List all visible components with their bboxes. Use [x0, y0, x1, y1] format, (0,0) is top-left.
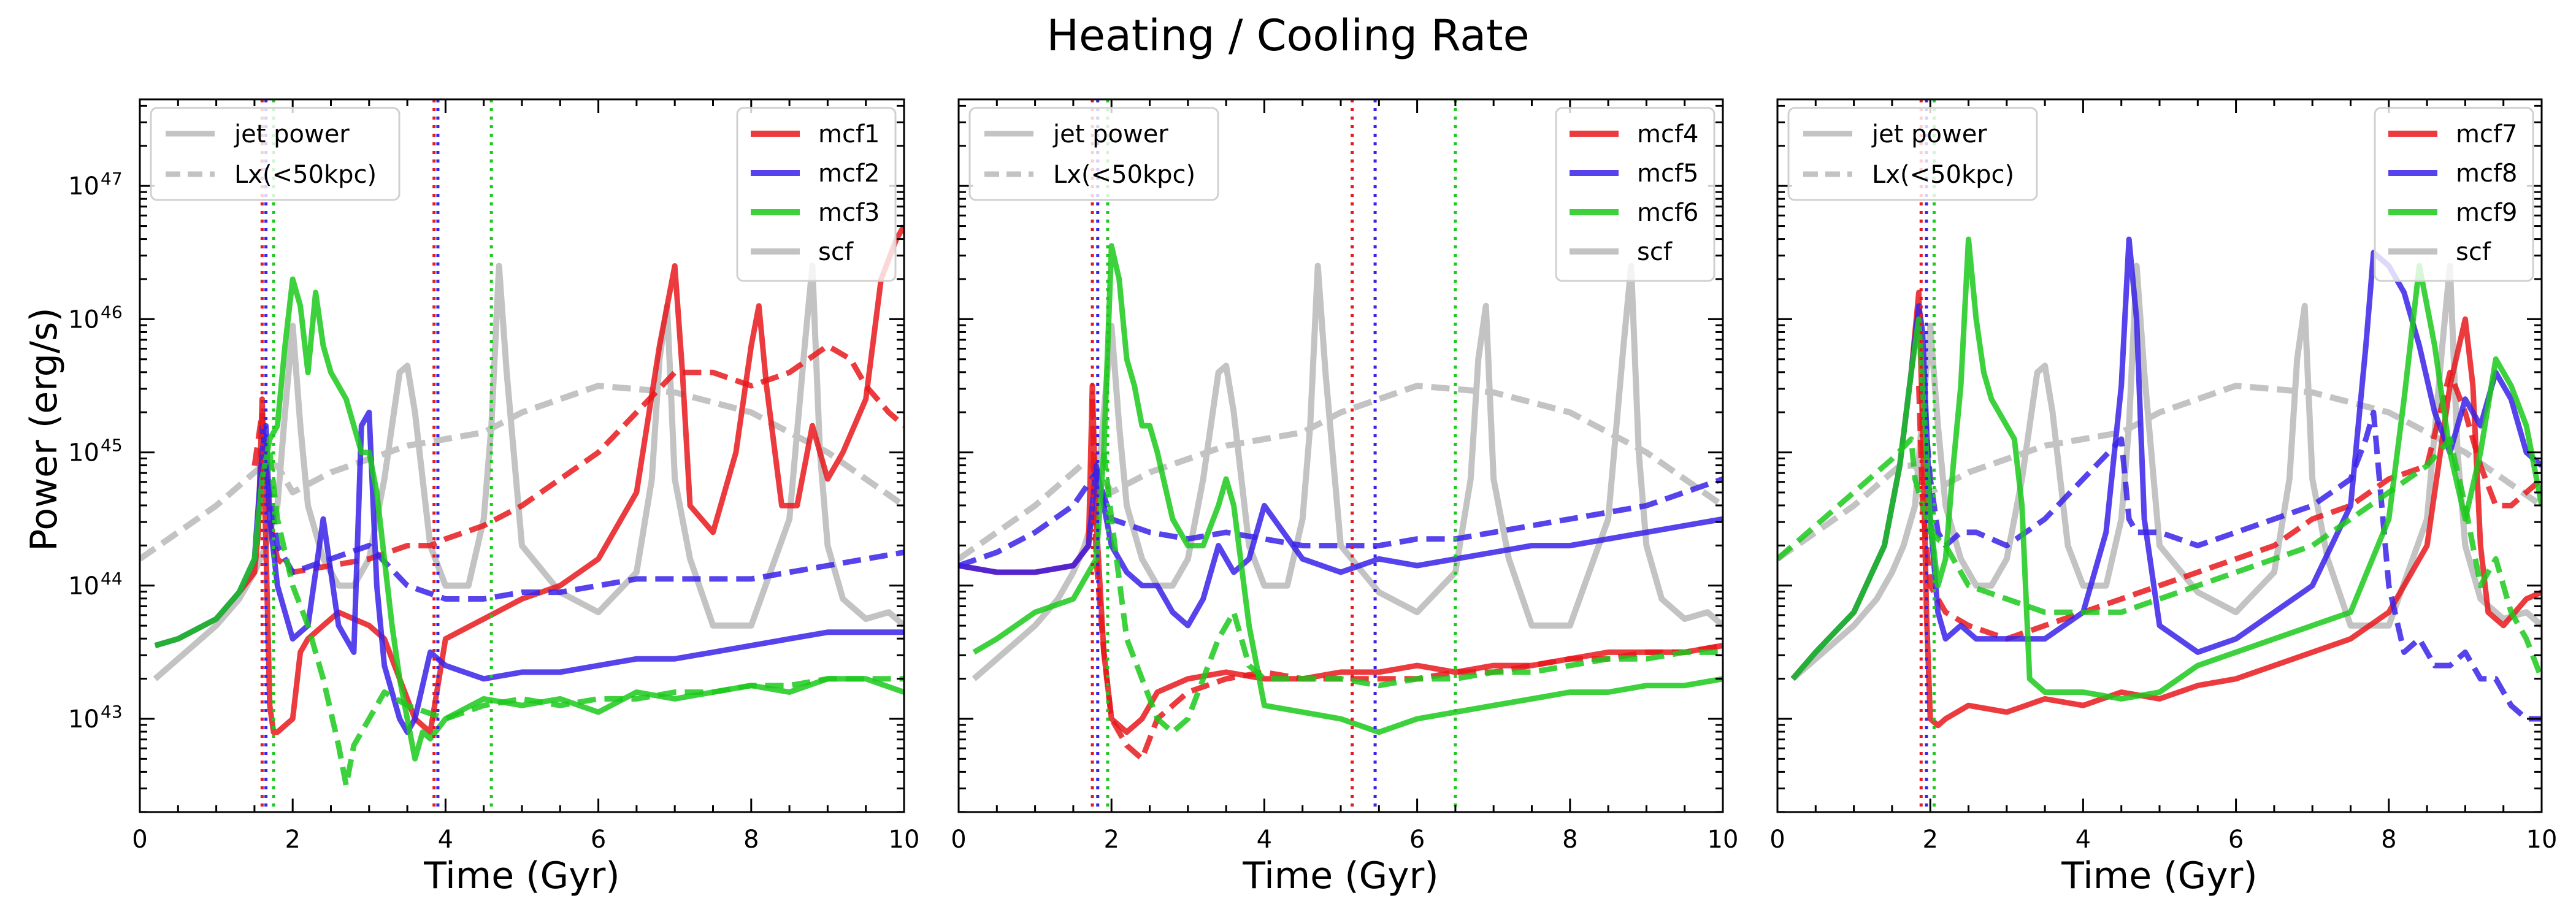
legend-runs: mcf7 mcf8 mcf9 scf: [2374, 107, 2534, 282]
x-tick-label: 0: [1769, 826, 1785, 854]
x-tick-label: 10: [889, 826, 920, 854]
legend-line-styles: jet power Lx(<50kpc): [968, 107, 1219, 201]
x-tick-label: 10: [1708, 826, 1739, 854]
legend-label: jet power: [1871, 120, 1987, 148]
y-tick-label: 10: [68, 439, 99, 467]
x-tick-label: 0: [132, 826, 147, 854]
plot-area: [1777, 99, 2542, 812]
y-tick-label: 10: [68, 305, 99, 334]
legend-line-styles: jet power Lx(<50kpc): [150, 107, 401, 201]
x-tick-label: 4: [1257, 826, 1272, 854]
legend-label: mcf4: [1637, 120, 1699, 148]
series-mcf5-lx: [959, 469, 1723, 569]
legend-label: Lx(<50kpc): [234, 161, 377, 189]
x-tick-label: 8: [743, 826, 759, 854]
y-tick-exponent: 43: [101, 702, 123, 722]
series-scf-lx: [1777, 383, 2542, 562]
plot-area: [959, 99, 1723, 812]
y-tick-exponent: 46: [101, 302, 123, 322]
y-axis: [1777, 104, 2542, 813]
legend-line-styles: jet power Lx(<50kpc): [1787, 107, 2038, 201]
x-tick-label: 8: [2381, 826, 2396, 854]
y-axis: [959, 104, 1723, 813]
series-scf-lx: [140, 383, 904, 562]
y-tick-exponent: 44: [101, 569, 123, 589]
x-axis-label: Time (Gyr): [1242, 854, 1438, 897]
plot-area: [140, 99, 904, 812]
series-mcf7-lx: [1916, 369, 2542, 642]
legend-label: mcf7: [2456, 120, 2518, 148]
legend-runs: mcf1 mcf2 mcf3 scf: [736, 107, 897, 282]
x-tick-label: 4: [2076, 826, 2091, 854]
y-tick-label: 10: [68, 572, 99, 600]
y-tick-exponent: 47: [101, 169, 123, 189]
x-tick-label: 10: [2526, 826, 2558, 854]
series-mcf6-lx: [1101, 452, 1723, 735]
y-tick-exponent: 45: [101, 435, 123, 456]
y-tick-label: 10: [68, 172, 99, 201]
legend-label: mcf3: [818, 199, 880, 227]
x-tick-label: 6: [2228, 826, 2244, 854]
y-tick-label: 10: [68, 705, 99, 734]
legend-label: mcf8: [2456, 159, 2518, 188]
legend-runs: mcf4 mcf5 mcf6 scf: [1555, 107, 1715, 282]
x-tick-label: 4: [438, 826, 453, 854]
series-scf-lx: [959, 383, 1723, 562]
figure-title: Heating / Cooling Rate: [1046, 10, 1529, 61]
legend-label: scf: [1637, 238, 1673, 266]
x-tick-label: 2: [1103, 826, 1119, 854]
x-axis-label: Time (Gyr): [423, 854, 619, 897]
panel-3: Time (Gyr) 0 2 4 6 8 10 jet power Lx(<50kpc) mcf…: [1769, 98, 2557, 897]
series-mcf8-lx: [1920, 385, 2542, 722]
series-mcf9-lx: [1777, 436, 2542, 680]
legend-label: scf: [2456, 238, 2491, 266]
y-axis-label: Power (erg/s): [23, 307, 66, 551]
legend-label: mcf2: [818, 159, 880, 188]
x-tick-label: 2: [285, 826, 300, 854]
legend-label: jet power: [1052, 120, 1168, 148]
series-mcf9-jet-power: [1790, 236, 2542, 702]
series-scf-jet-power: [153, 263, 904, 681]
x-tick-label: 6: [1409, 826, 1425, 854]
x-axis: 0 2 4 6 8 10: [951, 99, 1738, 854]
legend-label: mcf1: [818, 120, 880, 148]
legend-label: jet power: [234, 120, 350, 148]
x-tick-label: 8: [1562, 826, 1577, 854]
legend-label: mcf6: [1637, 199, 1699, 227]
legend-label: mcf5: [1637, 159, 1699, 188]
x-axis: 0 2 4 6 8 10: [1769, 99, 2557, 854]
series-scf-jet-power: [972, 263, 1723, 681]
x-axis-label: Time (Gyr): [2061, 854, 2257, 897]
series-mcf1-jet-power: [154, 224, 904, 735]
legend-label: Lx(<50kpc): [1872, 161, 2014, 189]
x-tick-label: 2: [1922, 826, 1938, 854]
series-mcf3-lx: [267, 452, 904, 789]
series-mcf4-jet-power: [959, 383, 1723, 735]
legend-box: [736, 107, 897, 282]
panel-2: Time (Gyr) 0 2 4 6 8 10 jet power Lx(<50kpc) mcf…: [951, 98, 1738, 897]
legend-box: [1555, 107, 1715, 282]
x-axis: 0 2 4 6 8 10: [132, 99, 919, 854]
legend-label: Lx(<50kpc): [1053, 161, 1195, 189]
x-tick-label: 0: [951, 826, 966, 854]
legend-box: [2374, 107, 2534, 282]
legend-label: scf: [818, 238, 854, 266]
series-mcf4-lx: [1089, 399, 1723, 762]
x-tick-label: 6: [591, 826, 606, 854]
series-mcf3-jet-power: [154, 276, 904, 762]
legend-label: mcf9: [2456, 199, 2518, 227]
